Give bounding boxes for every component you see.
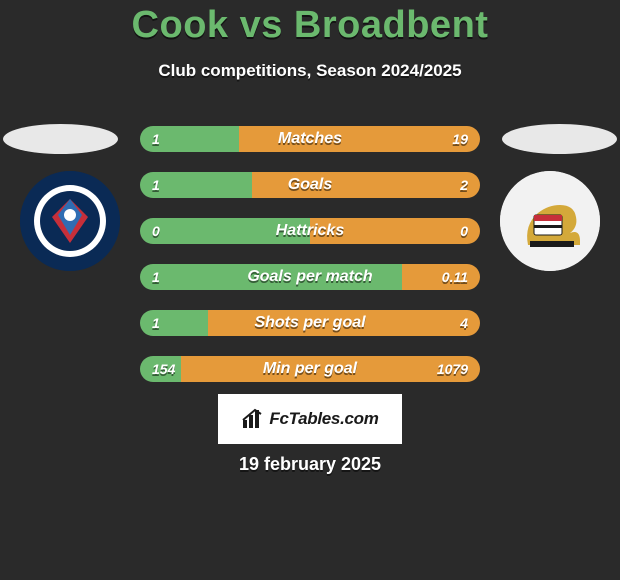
doncaster-crest-icon [500,171,600,271]
chesterfield-crest-icon [20,171,120,271]
page-title: Cook vs Broadbent [0,4,620,47]
stat-row-shots-per-goal: 1 Shots per goal 4 [140,310,480,336]
stat-label: Goals [140,172,480,198]
stat-row-hattricks: 0 Hattricks 0 [140,218,480,244]
date-label: 19 february 2025 [0,454,620,475]
stat-label: Min per goal [140,356,480,382]
stat-row-goals: 1 Goals 2 [140,172,480,198]
stat-value-right: 0 [460,218,468,244]
fctables-logo-icon [241,408,263,430]
club-crest-left [20,171,120,271]
club-crest-right [500,171,600,271]
stat-label: Hattricks [140,218,480,244]
player-photo-placeholder-left [3,124,118,154]
stat-value-right: 19 [452,126,468,152]
stat-row-goals-per-match: 1 Goals per match 0.11 [140,264,480,290]
stat-bars: 1 Matches 19 1 Goals 2 0 Hattricks 0 1 G… [140,126,480,402]
stat-label: Matches [140,126,480,152]
stat-row-min-per-goal: 154 Min per goal 1079 [140,356,480,382]
fctables-label: FcTables.com [269,409,378,429]
stat-label: Goals per match [140,264,480,290]
player-photo-placeholder-right [502,124,617,154]
stat-value-right: 4 [460,310,468,336]
comparison-infographic: Cook vs Broadbent Club competitions, Sea… [0,0,620,580]
subtitle: Club competitions, Season 2024/2025 [0,61,620,81]
stat-value-right: 0.11 [442,264,468,290]
stat-row-matches: 1 Matches 19 [140,126,480,152]
stat-label: Shots per goal [140,310,480,336]
fctables-watermark: FcTables.com [212,394,408,444]
stat-value-right: 2 [460,172,468,198]
stat-value-right: 1079 [437,356,468,382]
